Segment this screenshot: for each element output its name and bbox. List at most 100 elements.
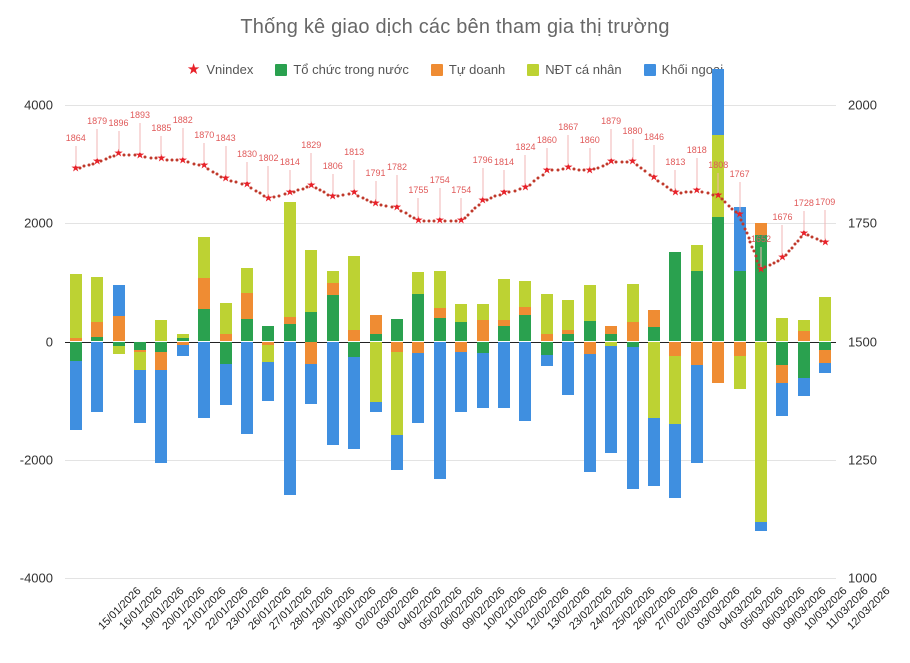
vnindex-marker[interactable]: ★ xyxy=(370,197,381,210)
bar-column[interactable] xyxy=(241,105,254,578)
vnindex-marker[interactable]: ★ xyxy=(263,192,274,205)
vnindex-marker[interactable]: ★ xyxy=(284,186,295,199)
vnindex-marker[interactable]: ★ xyxy=(798,227,809,240)
bar-column[interactable] xyxy=(776,105,789,578)
vnindex-marker[interactable]: ★ xyxy=(627,155,638,168)
bar-segment xyxy=(476,352,489,408)
bar-segment xyxy=(647,341,660,419)
bar-column[interactable] xyxy=(262,105,275,578)
legend-item-to-chuc-trong-nuoc[interactable]: Tổ chức trong nước xyxy=(275,62,409,77)
vnindex-marker[interactable]: ★ xyxy=(584,164,595,177)
bar-column[interactable] xyxy=(390,105,403,578)
vnindex-value-label: 1824 xyxy=(515,142,536,153)
vnindex-marker[interactable]: ★ xyxy=(220,172,231,185)
vnindex-marker[interactable]: ★ xyxy=(777,251,788,264)
bar-segment xyxy=(305,341,318,364)
bar-segment xyxy=(283,317,296,324)
legend-item-tu-doanh[interactable]: Tự doanh xyxy=(430,62,505,77)
bar-column[interactable] xyxy=(69,105,82,578)
vnindex-marker[interactable]: ★ xyxy=(670,186,681,199)
bar-column[interactable] xyxy=(519,105,532,578)
vnindex-marker[interactable]: ★ xyxy=(306,179,317,192)
vnindex-marker[interactable]: ★ xyxy=(199,159,210,172)
label-stem xyxy=(717,172,719,193)
vnindex-marker[interactable]: ★ xyxy=(135,149,145,162)
bar-segment xyxy=(455,321,468,342)
bar-segment xyxy=(326,282,339,295)
bar-column[interactable] xyxy=(819,105,832,578)
bar-segment xyxy=(369,341,382,402)
vnindex-marker[interactable]: ★ xyxy=(713,189,724,202)
bar-column[interactable] xyxy=(91,105,104,578)
line-dot xyxy=(336,194,340,198)
vnindex-marker[interactable]: ★ xyxy=(691,184,702,197)
vnindex-marker[interactable]: ★ xyxy=(156,152,167,165)
bar-column[interactable] xyxy=(433,105,446,578)
bar-column[interactable] xyxy=(733,105,746,578)
line-dot xyxy=(473,206,477,210)
bar-column[interactable] xyxy=(305,105,318,578)
bar-column[interactable] xyxy=(112,105,125,578)
bar-segment xyxy=(433,307,446,319)
legend-item-khoi-ngoai[interactable]: Khối ngoại xyxy=(643,62,723,77)
bar-column[interactable] xyxy=(669,105,682,578)
bar-column[interactable] xyxy=(348,105,361,578)
bar-column[interactable] xyxy=(605,105,618,578)
vnindex-marker[interactable]: ★ xyxy=(327,190,338,203)
vnindex-marker[interactable]: ★ xyxy=(434,214,445,227)
bar-column[interactable] xyxy=(498,105,511,578)
bar-column[interactable] xyxy=(647,105,660,578)
bar-column[interactable] xyxy=(583,105,596,578)
vnindex-marker[interactable]: ★ xyxy=(349,186,360,199)
bar-column[interactable] xyxy=(176,105,189,578)
line-dot xyxy=(700,190,704,194)
vnindex-marker[interactable]: ★ xyxy=(242,178,252,191)
gridline xyxy=(65,578,836,579)
vnindex-marker[interactable]: ★ xyxy=(649,171,659,184)
bar-column[interactable] xyxy=(455,105,468,578)
bar-column[interactable] xyxy=(476,105,489,578)
vnindex-marker[interactable]: ★ xyxy=(92,155,103,168)
vnindex-marker[interactable]: ★ xyxy=(477,194,488,207)
bar-segment xyxy=(219,333,232,342)
bar-column[interactable] xyxy=(690,105,703,578)
line-dot xyxy=(384,204,388,208)
vnindex-marker[interactable]: ★ xyxy=(606,155,617,168)
vnindex-marker[interactable]: ★ xyxy=(563,161,574,174)
bar-column[interactable] xyxy=(219,105,232,578)
vnindex-marker[interactable]: ★ xyxy=(499,186,509,199)
bar-column[interactable] xyxy=(155,105,168,578)
bar-column[interactable] xyxy=(755,105,768,578)
bar-column[interactable] xyxy=(540,105,553,578)
bar-column[interactable] xyxy=(412,105,425,578)
bar-column[interactable] xyxy=(283,105,296,578)
bar-segment xyxy=(348,329,361,342)
vnindex-marker[interactable]: ★ xyxy=(392,201,402,214)
line-dot xyxy=(806,233,810,237)
line-dot xyxy=(408,214,412,218)
legend-item-vnindex[interactable]: ★ Vnindex xyxy=(187,62,253,78)
vnindex-marker[interactable]: ★ xyxy=(113,147,124,160)
bar-column[interactable] xyxy=(626,105,639,578)
vnindex-marker[interactable]: ★ xyxy=(70,162,81,175)
vnindex-marker[interactable]: ★ xyxy=(820,236,831,249)
bar-column[interactable] xyxy=(133,105,146,578)
bar-segment xyxy=(112,346,125,355)
bar-segment xyxy=(733,207,746,272)
vnindex-marker[interactable]: ★ xyxy=(177,154,188,167)
vnindex-marker[interactable]: ★ xyxy=(734,208,745,221)
vnindex-marker[interactable]: ★ xyxy=(413,214,424,227)
bar-segment xyxy=(176,341,189,346)
vnindex-marker[interactable]: ★ xyxy=(756,263,766,276)
line-dot xyxy=(639,166,643,170)
vnindex-marker[interactable]: ★ xyxy=(541,164,552,177)
legend-item-ndt-ca-nhan[interactable]: NĐT cá nhân xyxy=(527,62,622,77)
bar-column[interactable] xyxy=(369,105,382,578)
vnindex-marker[interactable]: ★ xyxy=(520,181,531,194)
vnindex-marker[interactable]: ★ xyxy=(456,214,467,227)
line-dot xyxy=(258,191,262,195)
bar-column[interactable] xyxy=(198,105,211,578)
bar-column[interactable] xyxy=(326,105,339,578)
bar-column[interactable] xyxy=(797,105,810,578)
bar-column[interactable] xyxy=(562,105,575,578)
